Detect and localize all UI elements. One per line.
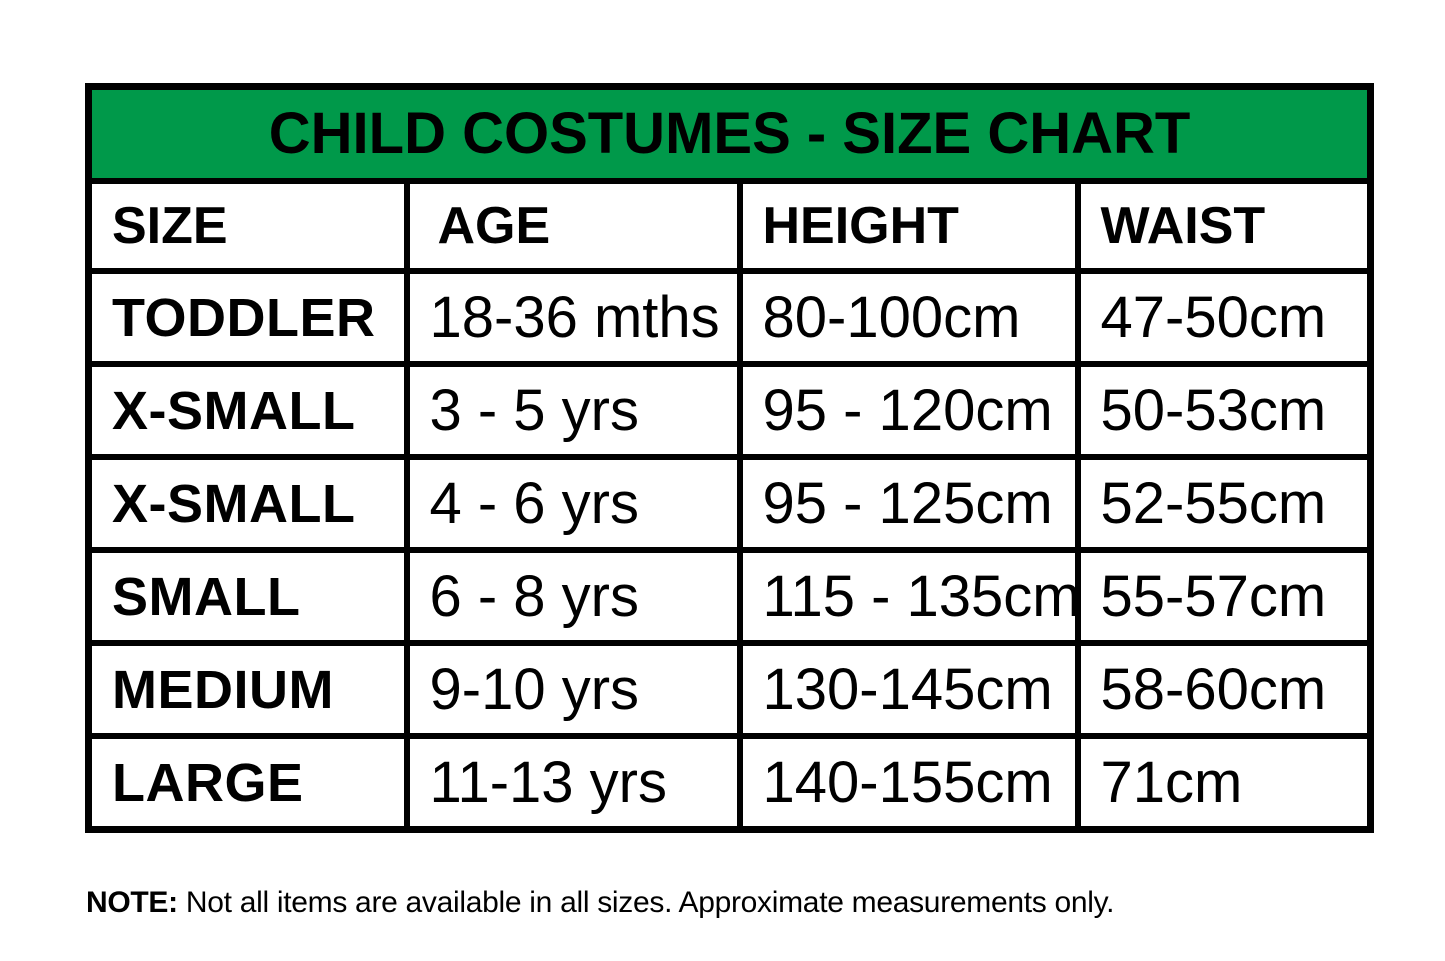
- height-cell: 140-155cm: [736, 733, 1081, 833]
- age-cell: 3 - 5 yrs: [403, 361, 743, 460]
- column-header-age: AGE: [403, 178, 743, 274]
- size-cell: MEDIUM: [85, 640, 410, 739]
- size-cell: X-SMALL: [85, 361, 410, 460]
- height-cell: 95 - 125cm: [736, 454, 1081, 553]
- column-header-row: SIZE AGE HEIGHT WAIST: [85, 178, 1374, 274]
- height-cell: 80-100cm: [736, 268, 1081, 367]
- waist-cell: 47-50cm: [1074, 268, 1374, 367]
- size-cell: TODDLER: [85, 268, 410, 367]
- footnote-text: Not all items are available in all sizes…: [185, 886, 1115, 919]
- table-row: TODDLER 18-36 mths 80-100cm 47-50cm: [85, 268, 1374, 367]
- column-header-size: SIZE: [85, 178, 410, 274]
- size-cell: SMALL: [85, 547, 410, 646]
- waist-cell: 58-60cm: [1074, 640, 1374, 739]
- footnote: NOTE: Not all items are available in all…: [86, 886, 1114, 920]
- waist-cell: 52-55cm: [1074, 454, 1374, 553]
- waist-cell: 50-53cm: [1074, 361, 1374, 460]
- age-cell: 4 - 6 yrs: [403, 454, 743, 553]
- size-chart-table: CHILD COSTUMES - SIZE CHART SIZE AGE HEI…: [85, 83, 1375, 833]
- table-row: MEDIUM 9-10 yrs 130-145cm 58-60cm: [85, 640, 1374, 739]
- height-cell: 95 - 120cm: [736, 361, 1081, 460]
- table-row: X-SMALL 3 - 5 yrs 95 - 120cm 50-53cm: [85, 361, 1374, 460]
- age-cell: 6 - 8 yrs: [403, 547, 743, 646]
- height-cell: 115 - 135cm: [736, 547, 1081, 646]
- size-cell: LARGE: [85, 733, 410, 833]
- table-row: X-SMALL 4 - 6 yrs 95 - 125cm 52-55cm: [85, 454, 1374, 553]
- waist-cell: 71cm: [1074, 733, 1374, 833]
- age-cell: 9-10 yrs: [403, 640, 743, 739]
- height-cell: 130-145cm: [736, 640, 1081, 739]
- age-cell: 18-36 mths: [403, 268, 743, 367]
- column-header-waist: WAIST: [1074, 178, 1374, 274]
- title-bar: CHILD COSTUMES - SIZE CHART: [85, 83, 1374, 184]
- chart-title: CHILD COSTUMES - SIZE CHART: [85, 83, 1374, 184]
- size-chart: CHILD COSTUMES - SIZE CHART SIZE AGE HEI…: [85, 83, 1375, 833]
- footnote-label: NOTE:: [86, 886, 178, 919]
- table-row: SMALL 6 - 8 yrs 115 - 135cm 55-57cm: [85, 547, 1374, 646]
- size-cell: X-SMALL: [85, 454, 410, 553]
- age-cell: 11-13 yrs: [403, 733, 743, 833]
- table-row: LARGE 11-13 yrs 140-155cm 71cm: [85, 733, 1374, 833]
- column-header-height: HEIGHT: [736, 178, 1081, 274]
- waist-cell: 55-57cm: [1074, 547, 1374, 646]
